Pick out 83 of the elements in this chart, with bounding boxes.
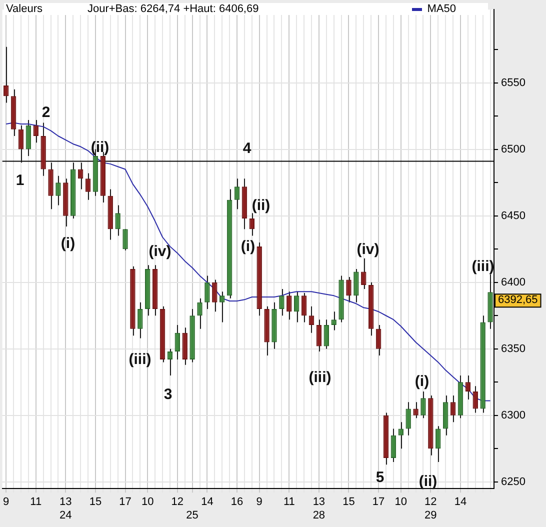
x-tick-label: 11 bbox=[283, 496, 295, 508]
candlestick bbox=[279, 288, 284, 316]
candlestick bbox=[316, 319, 322, 352]
y-tick-label: 6550 bbox=[501, 76, 526, 89]
x-tick-label: 9 bbox=[3, 496, 10, 508]
annotation: (iv) bbox=[148, 243, 172, 260]
y-tick-label: 6250 bbox=[501, 476, 526, 488]
annotation: 2 bbox=[42, 104, 50, 122]
x-tick-label: 15 bbox=[342, 496, 355, 508]
x-tick-label: 12 29 bbox=[424, 496, 437, 522]
y-tick-label: 6350 bbox=[501, 342, 526, 355]
annotation: (ii) bbox=[252, 197, 270, 214]
legend-label: MA50 bbox=[427, 3, 456, 15]
candlestick bbox=[174, 324, 180, 360]
legend-title: Valeurs bbox=[6, 3, 42, 15]
x-tick-label: 25 bbox=[186, 509, 198, 522]
candlestick bbox=[212, 279, 218, 312]
candlestick bbox=[406, 402, 411, 436]
text: 6392,65 bbox=[498, 294, 538, 306]
x-tick-label: 13 28 bbox=[312, 496, 326, 522]
x-tick-label: 11 bbox=[30, 496, 42, 508]
candlestick bbox=[26, 120, 32, 156]
candlestick bbox=[398, 422, 404, 450]
x-tick-label: 14 bbox=[454, 496, 467, 508]
x-tick-label: 14 bbox=[201, 496, 214, 508]
chart-subtitle: Jour+Bas: 6264,74 +Haut: 6406,69 bbox=[87, 3, 259, 15]
annotation: 1 bbox=[16, 172, 24, 190]
candlestick bbox=[286, 291, 292, 320]
candlestick bbox=[219, 291, 225, 323]
candlestick bbox=[115, 204, 120, 236]
annotation: (ii) bbox=[90, 139, 110, 156]
x-tick-label: 10 bbox=[141, 496, 154, 508]
annotation: (iii) bbox=[472, 258, 494, 276]
annotation: 4 bbox=[242, 140, 252, 158]
candlestick bbox=[308, 306, 314, 334]
candlestick bbox=[234, 178, 240, 210]
candlestick bbox=[450, 394, 456, 423]
annotation: (iv) bbox=[356, 241, 380, 258]
y-tick-label: 6400 bbox=[501, 276, 526, 288]
annotation: 3 bbox=[164, 386, 172, 404]
annotation: 5 bbox=[376, 469, 384, 486]
candlestick bbox=[361, 258, 366, 290]
y-tick-label: 6300 bbox=[501, 409, 526, 422]
annotation: (i) bbox=[240, 238, 256, 256]
candlestick bbox=[390, 428, 396, 462]
y-tick-label: 6450 bbox=[501, 210, 526, 222]
candlestick bbox=[33, 120, 38, 144]
annotation: (iii) bbox=[128, 351, 152, 368]
x-tick-label: 13 24 bbox=[60, 496, 72, 522]
candlestick bbox=[472, 386, 478, 414]
x-tick-label: 12 bbox=[171, 496, 184, 508]
annotation: (i) bbox=[414, 373, 430, 390]
candlestick bbox=[197, 298, 202, 330]
candlestick bbox=[354, 268, 359, 303]
candlestick bbox=[204, 275, 210, 310]
candlestick bbox=[18, 124, 24, 164]
candlestick bbox=[376, 324, 382, 356]
candlestick bbox=[436, 426, 441, 462]
candlestick bbox=[249, 212, 255, 236]
candlestick bbox=[465, 375, 471, 400]
candlestick bbox=[413, 402, 418, 419]
candlestick bbox=[138, 302, 143, 339]
candlestick bbox=[294, 291, 300, 323]
x-tick-label: 17 bbox=[119, 496, 132, 508]
candlestick bbox=[122, 228, 128, 251]
candlestick bbox=[3, 46, 9, 104]
annotation: (ii) bbox=[418, 473, 438, 490]
candlestick bbox=[324, 319, 329, 350]
x-tick-label: 10 bbox=[394, 496, 408, 508]
candlestick bbox=[301, 292, 307, 323]
candlestick bbox=[331, 311, 336, 331]
candlestick bbox=[56, 175, 61, 206]
candlestick bbox=[85, 172, 91, 200]
annotation: (iii) bbox=[308, 369, 332, 386]
candlestick bbox=[420, 390, 426, 419]
annotation: (i) bbox=[60, 235, 76, 252]
x-tick-label: 9 bbox=[256, 496, 262, 508]
y-tick-label: 6500 bbox=[501, 143, 526, 156]
x-tick-label: 15 bbox=[89, 496, 102, 508]
candlestick bbox=[346, 276, 352, 303]
candlestick bbox=[167, 348, 173, 376]
x-tick-label: 16 bbox=[230, 496, 244, 508]
x-tick-label: 17 bbox=[372, 496, 385, 508]
